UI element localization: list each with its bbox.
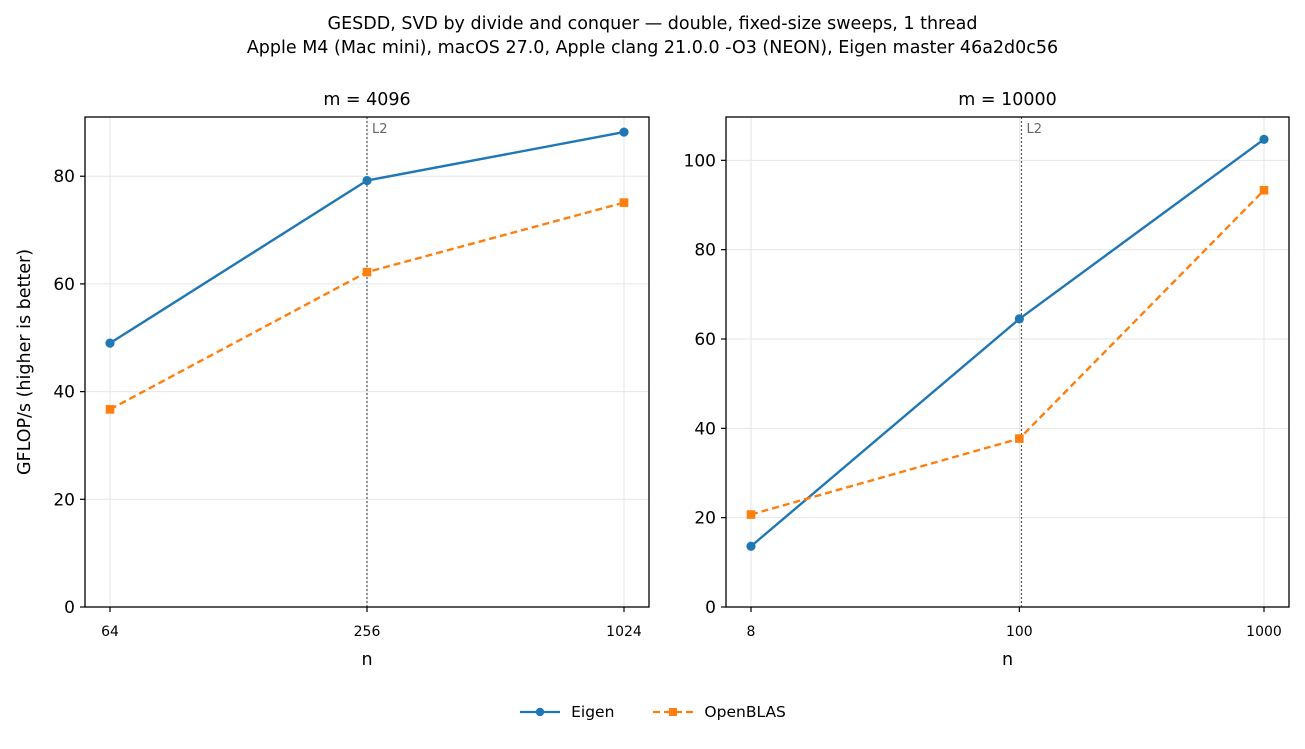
panel2-xtick-label: 100 <box>1006 624 1033 640</box>
panel1-ytick-label: 20 <box>53 490 75 510</box>
panel1-ytick-label: 0 <box>64 598 75 618</box>
legend-item-openblas: OpenBLAS <box>652 703 786 721</box>
figure-title-line2: Apple M4 (Mac mini), macOS 27.0, Apple c… <box>246 38 1059 58</box>
panel2-frame <box>725 116 1290 608</box>
panel1-point-openblas <box>619 198 629 207</box>
panel1-point-eigen <box>362 175 372 186</box>
panel1-ytick-label: 80 <box>53 167 75 187</box>
legend-swatch-openblas <box>653 708 694 716</box>
figure-title: GESDD, SVD by divide and conquer — doubl… <box>0 12 1305 60</box>
figure-title-line1: GESDD, SVD by divide and conquer — doubl… <box>327 14 978 34</box>
panel2-xtick-label: 1000 <box>1246 624 1282 640</box>
legend-item-eigen: Eigen <box>519 703 614 721</box>
panel1-xtick-label: 256 <box>354 624 381 640</box>
panel1-title: m = 4096 <box>323 90 410 110</box>
panel2-ytick-label: 40 <box>694 419 716 439</box>
panel1-l2-label: L2 <box>372 122 388 137</box>
panel2-ytick-label: 80 <box>694 241 716 261</box>
panel2-xtick-label: 8 <box>747 624 756 640</box>
panel2-series-openblas-line <box>750 189 1265 516</box>
panel2-l2-label: L2 <box>1026 122 1042 137</box>
panel1-point-openblas <box>105 405 115 414</box>
panel2-ytick-label: 20 <box>694 509 716 529</box>
legend-swatch-eigen <box>520 707 561 717</box>
panel1-ylabel: GFLOP/s (higher is better) <box>15 249 35 475</box>
legend-label-openblas: OpenBLAS <box>704 703 786 721</box>
panel1-xtick-label: 1024 <box>606 624 642 640</box>
panel1-ytick-label: 60 <box>53 275 75 295</box>
panel2-point-eigen <box>1014 314 1024 324</box>
panel1-point-openblas <box>362 267 372 277</box>
panel1-xlabel: n <box>361 650 372 670</box>
panel2-point-openblas <box>1015 434 1024 443</box>
panel1-ytick-label: 40 <box>53 383 75 403</box>
panel1-xtick-label: 64 <box>101 624 119 640</box>
panel2-ytick-label: 0 <box>705 598 716 618</box>
legend-label-eigen: Eigen <box>571 703 615 721</box>
panel1-point-eigen <box>105 338 115 348</box>
legend: Eigen OpenBLAS <box>0 703 1305 721</box>
panel2-ytick-label: 100 <box>684 151 716 171</box>
panel2-point-eigen <box>746 541 756 551</box>
panel2-point-openblas <box>746 510 756 519</box>
panel2-ytick-label: 60 <box>694 330 716 350</box>
panel2-point-openblas <box>1259 185 1269 195</box>
panel1-point-eigen <box>619 127 629 137</box>
panel2-series-eigen-line <box>750 138 1265 548</box>
panel2-point-eigen <box>1259 134 1269 144</box>
panel2-xlabel: n <box>1002 650 1013 670</box>
panel2-title: m = 10000 <box>958 90 1057 110</box>
